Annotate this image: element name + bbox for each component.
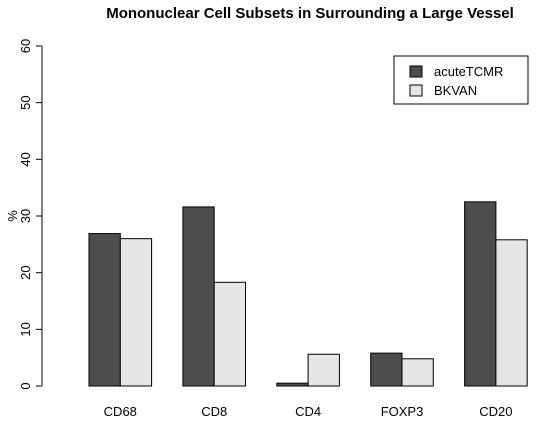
y-tick-label: 50 [18, 95, 33, 109]
bar-acutetcmr-cd20 [464, 201, 497, 387]
chart-title: Mononuclear Cell Subsets in Surrounding … [106, 5, 514, 22]
legend: acuteTCMR BKVAN [393, 55, 529, 105]
x-tick-label: CD20 [479, 404, 512, 419]
legend-swatch-acutetcmr [409, 65, 423, 78]
bar-bkvan-cd4 [307, 353, 340, 387]
legend-label-acutetcmr: acuteTCMR [434, 64, 503, 79]
x-axis-labels: CD68 CD8 CD4 FOXP3 CD20 [104, 404, 513, 419]
bar-bkvan-cd68 [119, 238, 153, 387]
bar-bkvan-cd20 [495, 239, 528, 387]
legend-swatch-bkvan [409, 84, 423, 97]
bar-acutetcmr-cd68 [88, 233, 121, 387]
bar-acutetcmr-cd4 [276, 382, 309, 387]
y-tick-label: 60 [18, 39, 33, 53]
bar-acutetcmr-foxp3 [370, 352, 403, 387]
bar-bkvan-foxp3 [401, 358, 434, 387]
y-tick-label: 20 [18, 265, 33, 279]
y-tick-label: 0 [18, 382, 33, 389]
x-tick-label: FOXP3 [381, 404, 424, 419]
bars [88, 201, 528, 387]
y-axis-label: % [5, 210, 20, 222]
bar-bkvan-cd8 [213, 281, 246, 387]
y-tick-label: 40 [18, 152, 33, 166]
y-axis: 0 10 20 30 40 50 60 [18, 39, 43, 390]
y-tick-label: 30 [18, 209, 33, 223]
legend-box [393, 55, 529, 105]
x-tick-label: CD4 [295, 404, 321, 419]
y-tick-label: 10 [18, 322, 33, 336]
bar-acutetcmr-cd8 [182, 206, 215, 387]
x-tick-label: CD68 [104, 404, 137, 419]
legend-label-bkvan: BKVAN [434, 83, 477, 98]
x-tick-label: CD8 [201, 404, 227, 419]
